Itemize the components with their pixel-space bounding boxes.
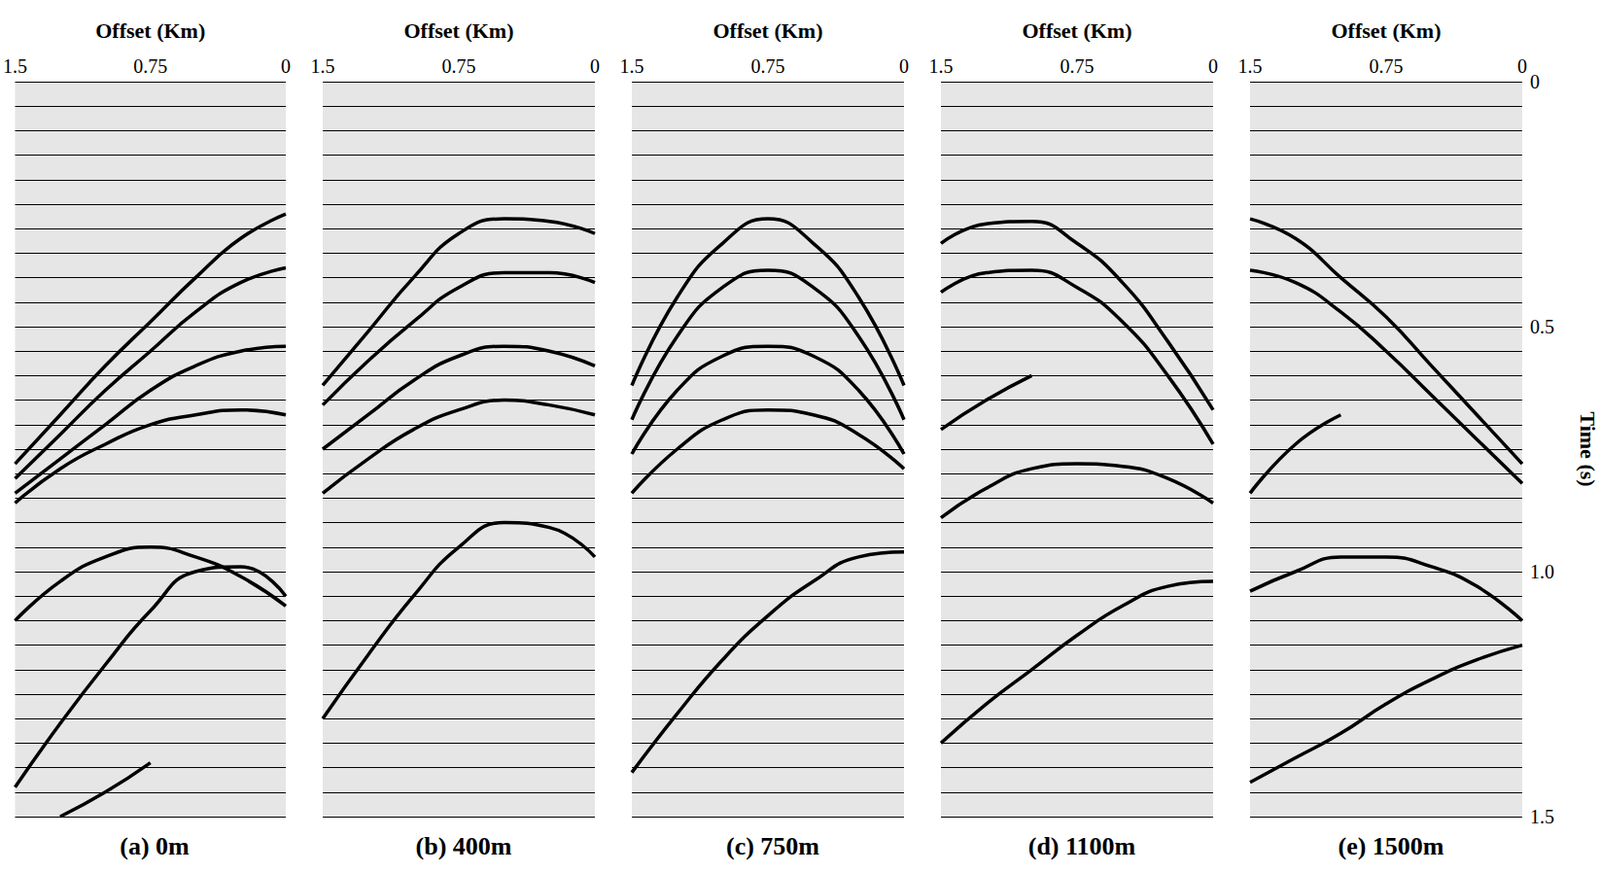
svg-text:0.75: 0.75: [751, 55, 786, 77]
svg-text:1.5: 1.5: [1530, 805, 1555, 828]
svg-text:(b) 400m: (b) 400m: [416, 832, 513, 861]
svg-text:(e) 1500m: (e) 1500m: [1337, 832, 1444, 861]
svg-text:0.5: 0.5: [1530, 315, 1555, 338]
svg-text:Offset (Km): Offset (Km): [1021, 18, 1132, 43]
svg-text:Offset (Km): Offset (Km): [95, 18, 206, 43]
svg-text:0.75: 0.75: [133, 55, 168, 77]
svg-text:0.75: 0.75: [1060, 55, 1095, 77]
svg-text:1.5: 1.5: [620, 55, 645, 77]
svg-text:1.5: 1.5: [2, 55, 28, 77]
svg-text:Offset (Km): Offset (Km): [712, 18, 823, 43]
svg-text:0.75: 0.75: [1369, 55, 1404, 77]
svg-text:(c) 750m: (c) 750m: [726, 832, 820, 861]
svg-text:(d) 1100m: (d) 1100m: [1028, 832, 1137, 861]
svg-text:0: 0: [899, 55, 909, 77]
svg-text:0.75: 0.75: [442, 55, 477, 77]
svg-text:0: 0: [590, 55, 600, 77]
svg-text:0: 0: [1530, 70, 1540, 93]
svg-text:0: 0: [1208, 55, 1218, 77]
svg-text:Offset (Km): Offset (Km): [403, 18, 514, 43]
svg-text:(a) 0m: (a) 0m: [119, 832, 190, 861]
svg-text:1.0: 1.0: [1530, 560, 1555, 583]
svg-text:1.5: 1.5: [1238, 55, 1263, 77]
svg-text:1.5: 1.5: [311, 55, 336, 77]
svg-text:Time (s): Time (s): [1575, 411, 1600, 487]
svg-text:0: 0: [280, 55, 291, 77]
svg-text:1.5: 1.5: [929, 55, 954, 77]
svg-text:Offset (Km): Offset (Km): [1330, 18, 1441, 43]
svg-text:0: 0: [1517, 55, 1528, 77]
